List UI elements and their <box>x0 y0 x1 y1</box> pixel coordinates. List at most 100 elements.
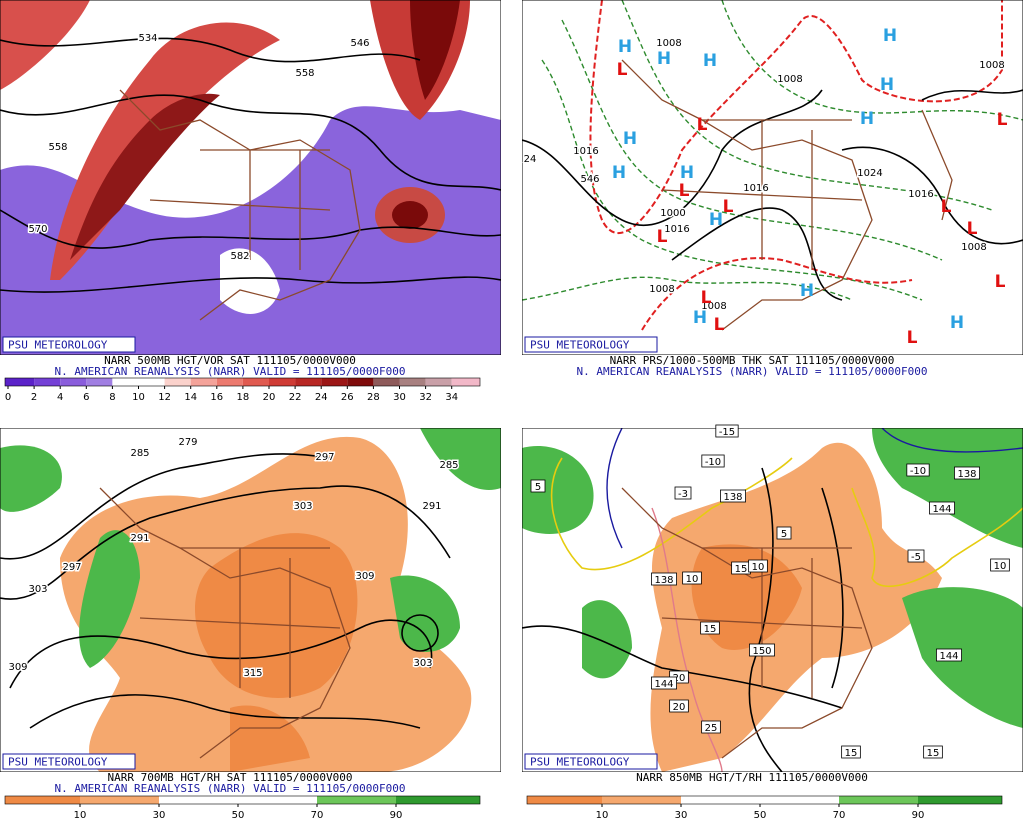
colorbar-segment <box>317 796 396 804</box>
colorbar-label: 50 <box>232 810 245 819</box>
low-marker: L <box>714 315 725 335</box>
colorbar-segment <box>839 796 918 804</box>
contour-label: 1016 <box>664 224 689 235</box>
colorbar-label: 10 <box>132 392 145 403</box>
colorbar-segment <box>681 796 760 804</box>
credit-label: PSU METEOROLOGY <box>530 756 630 769</box>
contour-label: 1016 <box>908 189 933 200</box>
panel-title: NARR 500MB HGT/VOR SAT 111105/0000V000 <box>104 354 356 367</box>
panel-subtitle: N. AMERICAN REANALYSIS (NARR) VALID = 11… <box>55 365 406 378</box>
label-box <box>990 558 1010 572</box>
label-box <box>748 559 768 573</box>
colorbar-label: 8 <box>109 392 115 403</box>
panel-subtitle: N. AMERICAN REANALYSIS (NARR) VALID = 11… <box>577 365 928 378</box>
colorbar-label: 26 <box>341 392 354 403</box>
contour-label: 309 <box>355 571 374 582</box>
low-marker: L <box>723 197 734 217</box>
colorbar-segment <box>242 378 269 386</box>
contour-label: -3 <box>678 489 688 500</box>
colorbar-label: 2 <box>31 392 37 403</box>
colorbar-label: 90 <box>390 810 403 819</box>
contour-label: 570 <box>28 224 47 235</box>
credit-label: PSU METEOROLOGY <box>8 756 108 769</box>
panel-title: NARR 700MB HGT/RH SAT 111105/0000V000 <box>107 771 352 784</box>
contour-label: 582 <box>230 251 249 262</box>
contour-label: 5 <box>781 529 787 540</box>
colorbar-label: 10 <box>596 810 609 819</box>
credit-box <box>2 336 136 353</box>
contour-label: 10 <box>752 562 765 573</box>
colorbar-segment <box>5 378 35 386</box>
label-box <box>651 676 677 690</box>
label-box <box>700 621 720 635</box>
contour-label: 1008 <box>701 301 726 312</box>
label-box <box>954 466 980 480</box>
label-box <box>651 572 677 586</box>
contour-label: 303 <box>28 584 47 595</box>
colorbar-label: 4 <box>57 392 63 403</box>
credit-box <box>524 336 658 353</box>
label-box <box>749 643 775 657</box>
colorbar-segment <box>80 796 159 804</box>
low-marker: L <box>657 227 668 247</box>
contour-label: 546 <box>350 38 369 49</box>
colorbar-segment <box>86 378 113 386</box>
contour-label: 15 <box>735 564 748 575</box>
contour-label: 138 <box>654 575 673 586</box>
colorbar-segment <box>527 796 602 804</box>
colorbar-label: 30 <box>153 810 166 819</box>
colorbar-segment <box>190 378 217 386</box>
contour-label: 1008 <box>649 284 674 295</box>
colorbar-segment <box>373 378 400 386</box>
high-marker: H <box>657 49 671 69</box>
colorbar-segment <box>164 378 191 386</box>
contour-label: 558 <box>48 142 67 153</box>
contour-label: 1008 <box>656 38 681 49</box>
contour-label: 1016 <box>573 146 598 157</box>
label-box <box>906 463 930 477</box>
contour-label: 303 <box>413 658 432 669</box>
colorbar-segment <box>112 378 139 386</box>
low-marker: L <box>995 272 1006 292</box>
colorbar-label: 70 <box>311 810 324 819</box>
label-box <box>929 501 955 515</box>
contour-label: -15 <box>719 427 735 438</box>
contour-label: 150 <box>752 646 771 657</box>
high-marker: H <box>612 163 626 183</box>
colorbar-segment <box>425 378 452 386</box>
label-box <box>674 486 692 500</box>
colorbar-segment <box>760 796 839 804</box>
colorbar-segment <box>451 378 480 386</box>
colorbar-label: 90 <box>912 810 925 819</box>
colorbar-label: 34 <box>445 392 458 403</box>
contour-label: 297 <box>315 452 334 463</box>
contour-label: 5 <box>535 482 541 493</box>
contour-label: -10 <box>705 457 721 468</box>
colorbar-segment <box>269 378 296 386</box>
contour-label: 1024 <box>857 168 882 179</box>
high-marker: H <box>880 75 894 95</box>
colorbar-label: 14 <box>184 392 197 403</box>
contour-label: 285 <box>439 460 458 471</box>
contour-label: 138 <box>957 469 976 480</box>
contour-label: 309 <box>8 662 27 673</box>
label-box <box>701 720 721 734</box>
colorbar-label: 20 <box>263 392 276 403</box>
low-marker: L <box>701 288 712 308</box>
panel-500mb: 534 546 558 558 570 582 PSU METEOROLOGY NARR 50… <box>0 0 501 403</box>
colorbar-segment <box>321 378 348 386</box>
panel-subtitle: N. AMERICAN REANALYSIS (NARR) VALID = 11… <box>55 782 406 795</box>
label-box <box>776 526 792 540</box>
contour-label: 546 <box>580 174 599 185</box>
contour-label: 1008 <box>961 242 986 253</box>
credit-box <box>524 753 658 770</box>
panel-title: NARR PRS/1000-500MB THK SAT 111105/0000V… <box>610 354 895 367</box>
panel-title: NARR 850MB HGT/T/RH 111105/0000V000 <box>636 771 868 784</box>
contour-label: 1008 <box>777 74 802 85</box>
contour-label: 297 <box>62 562 81 573</box>
colorbar-label: 16 <box>210 392 223 403</box>
high-marker: H <box>950 313 964 333</box>
contour-label: 558 <box>295 68 314 79</box>
contour-label: 15 <box>704 624 717 635</box>
